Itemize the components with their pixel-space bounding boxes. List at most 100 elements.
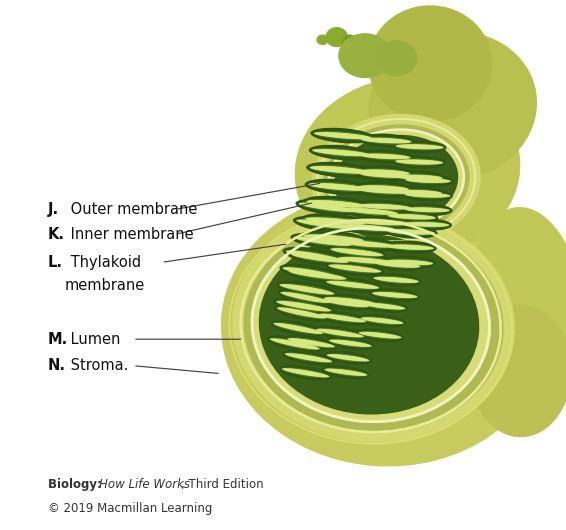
Ellipse shape bbox=[307, 200, 366, 207]
Ellipse shape bbox=[278, 308, 325, 318]
Ellipse shape bbox=[375, 261, 421, 268]
Ellipse shape bbox=[386, 244, 434, 250]
Ellipse shape bbox=[285, 353, 332, 363]
Ellipse shape bbox=[405, 222, 448, 226]
Ellipse shape bbox=[273, 322, 323, 334]
Ellipse shape bbox=[316, 328, 364, 338]
Text: Stroma.: Stroma. bbox=[66, 358, 128, 373]
Ellipse shape bbox=[325, 261, 384, 276]
Ellipse shape bbox=[335, 253, 397, 268]
Ellipse shape bbox=[324, 351, 372, 365]
Ellipse shape bbox=[321, 298, 369, 308]
Ellipse shape bbox=[300, 203, 355, 211]
Ellipse shape bbox=[361, 317, 404, 324]
Ellipse shape bbox=[361, 137, 411, 145]
Ellipse shape bbox=[326, 280, 379, 290]
Ellipse shape bbox=[382, 255, 436, 269]
Ellipse shape bbox=[320, 314, 365, 322]
Ellipse shape bbox=[314, 131, 372, 140]
Ellipse shape bbox=[397, 145, 443, 149]
Ellipse shape bbox=[357, 149, 414, 163]
Ellipse shape bbox=[291, 253, 349, 263]
Ellipse shape bbox=[307, 162, 372, 178]
Ellipse shape bbox=[330, 340, 371, 347]
Ellipse shape bbox=[386, 260, 432, 265]
Ellipse shape bbox=[283, 368, 328, 377]
Ellipse shape bbox=[392, 171, 445, 184]
Ellipse shape bbox=[322, 365, 370, 379]
Ellipse shape bbox=[396, 175, 441, 180]
Ellipse shape bbox=[281, 292, 329, 303]
Ellipse shape bbox=[267, 335, 323, 352]
Ellipse shape bbox=[342, 208, 398, 215]
Text: N.: N. bbox=[48, 358, 66, 373]
Ellipse shape bbox=[359, 187, 412, 195]
Ellipse shape bbox=[359, 332, 401, 338]
Ellipse shape bbox=[285, 352, 332, 363]
Ellipse shape bbox=[368, 5, 492, 122]
Ellipse shape bbox=[355, 200, 414, 214]
Ellipse shape bbox=[395, 173, 443, 181]
Ellipse shape bbox=[339, 257, 392, 263]
Ellipse shape bbox=[271, 320, 326, 337]
Ellipse shape bbox=[298, 220, 353, 228]
Ellipse shape bbox=[301, 213, 369, 229]
Ellipse shape bbox=[312, 149, 370, 156]
Ellipse shape bbox=[368, 31, 537, 181]
Ellipse shape bbox=[404, 222, 449, 227]
Ellipse shape bbox=[324, 368, 367, 377]
Ellipse shape bbox=[306, 179, 370, 195]
Ellipse shape bbox=[315, 132, 371, 139]
Ellipse shape bbox=[310, 165, 369, 174]
Ellipse shape bbox=[296, 219, 354, 230]
Ellipse shape bbox=[359, 172, 413, 178]
Ellipse shape bbox=[288, 250, 352, 267]
Ellipse shape bbox=[319, 295, 371, 311]
Ellipse shape bbox=[293, 216, 357, 233]
Ellipse shape bbox=[279, 365, 332, 381]
Ellipse shape bbox=[358, 202, 411, 210]
Ellipse shape bbox=[360, 153, 411, 161]
Ellipse shape bbox=[342, 225, 395, 231]
Ellipse shape bbox=[336, 236, 398, 252]
Text: Lumen: Lumen bbox=[66, 332, 120, 347]
Ellipse shape bbox=[395, 190, 441, 195]
Ellipse shape bbox=[404, 207, 450, 213]
Ellipse shape bbox=[294, 236, 351, 246]
Ellipse shape bbox=[388, 213, 436, 220]
Ellipse shape bbox=[329, 339, 372, 348]
Ellipse shape bbox=[280, 291, 330, 304]
Ellipse shape bbox=[321, 298, 369, 307]
Ellipse shape bbox=[290, 233, 355, 250]
Ellipse shape bbox=[361, 316, 404, 325]
Ellipse shape bbox=[275, 323, 322, 333]
Ellipse shape bbox=[391, 186, 445, 199]
Ellipse shape bbox=[359, 171, 413, 179]
Ellipse shape bbox=[289, 269, 346, 280]
Ellipse shape bbox=[383, 241, 437, 254]
Ellipse shape bbox=[372, 292, 418, 298]
Ellipse shape bbox=[303, 234, 364, 242]
Ellipse shape bbox=[360, 154, 411, 160]
Ellipse shape bbox=[394, 190, 442, 195]
Ellipse shape bbox=[354, 216, 413, 229]
Ellipse shape bbox=[325, 297, 376, 305]
Text: Inner membrane: Inner membrane bbox=[66, 227, 193, 242]
Ellipse shape bbox=[295, 199, 360, 216]
Ellipse shape bbox=[387, 229, 435, 235]
Ellipse shape bbox=[362, 138, 410, 143]
Ellipse shape bbox=[331, 247, 384, 257]
Ellipse shape bbox=[305, 216, 366, 226]
Text: K.: K. bbox=[48, 227, 65, 242]
Ellipse shape bbox=[396, 160, 442, 164]
Ellipse shape bbox=[357, 168, 416, 182]
Ellipse shape bbox=[359, 331, 402, 339]
Ellipse shape bbox=[324, 297, 377, 305]
Ellipse shape bbox=[306, 199, 367, 209]
Ellipse shape bbox=[329, 265, 380, 272]
Ellipse shape bbox=[341, 241, 394, 247]
Ellipse shape bbox=[362, 302, 405, 311]
Ellipse shape bbox=[327, 354, 370, 362]
Ellipse shape bbox=[388, 214, 436, 219]
Ellipse shape bbox=[396, 143, 444, 151]
